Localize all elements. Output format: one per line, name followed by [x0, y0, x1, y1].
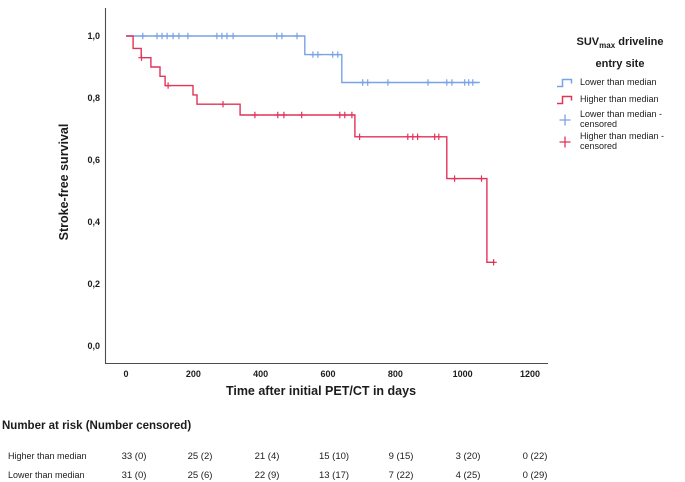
step-glyph [557, 78, 573, 88]
x-tick-label: 200 [186, 369, 201, 379]
risk-cell: 25 (2) [187, 451, 213, 462]
risk-row-label: Lower than median [8, 470, 85, 480]
risk-cell: 0 (22) [522, 451, 548, 462]
legend-item-lower: Lower than median [556, 76, 684, 90]
step-line-icon [556, 76, 580, 90]
risk-cell: 13 (17) [318, 470, 350, 481]
risk-cell: 3 (20) [455, 451, 481, 462]
risk-cell: 7 (22) [388, 470, 414, 481]
y-tick-label: 0,0 [87, 341, 100, 351]
legend-item-label-line2: censored [580, 118, 618, 129]
risk-cell: 0 (29) [522, 470, 548, 481]
x-tick-label: 1000 [453, 369, 473, 379]
x-tick-label: 800 [388, 369, 403, 379]
step-glyph [557, 95, 573, 105]
y-tick-label: 1,0 [87, 31, 100, 41]
risk-cell: 33 (0) [121, 451, 147, 462]
legend-title-subscript: max [599, 41, 616, 51]
risk-table-title: Number at risk (Number censored) [2, 420, 192, 432]
legend-item-lower-censored: Lower than median - censored [556, 109, 684, 129]
legend-item-higher-censored: Higher than median - censored [556, 131, 684, 151]
legend-item-label: Higher than median [580, 94, 659, 105]
legend-item-label: Lower than median [580, 77, 657, 88]
y-axis-title: Stroke-free survival [57, 123, 71, 241]
step-line-icon [556, 93, 580, 107]
risk-cell: 22 (9) [254, 470, 280, 481]
risk-cell: 4 (25) [455, 470, 481, 481]
y-tick-label: 0,4 [87, 217, 100, 227]
survival-curve-higher [126, 35, 495, 263]
legend-item-higher: Higher than median [556, 93, 684, 107]
risk-cell: 9 (15) [388, 451, 414, 462]
risk-cell: 21 (4) [254, 451, 280, 462]
y-tick-label: 0,6 [87, 155, 100, 165]
survival-chart: 0,0 0,2 0,4 0,6 0,8 1,0 0 200 400 600 800 1000 1200 [87, 8, 548, 379]
x-tick-label: 400 [253, 369, 268, 379]
legend: SUVmax driveline entry site Lower than m… [556, 33, 684, 151]
legend-title: SUVmax driveline entry site [556, 33, 684, 73]
survival-curve-lower [126, 35, 480, 84]
risk-row-lower: Lower than median 31 (0) 25 (6) 22 (9) 13 (1… [0, 470, 685, 482]
legend-title-line2: entry site [595, 58, 645, 71]
y-tick-label: 0,2 [87, 279, 100, 289]
number-at-risk-table: Number at risk (Number censored) Higher … [0, 418, 685, 482]
censor-marks-higher [138, 54, 497, 266]
risk-cell: 31 (0) [121, 470, 147, 481]
plus-censored-icon [556, 113, 580, 127]
legend-item-label-line2: censored [580, 140, 618, 151]
axes-frame [104, 8, 548, 365]
legend-item-label: Higher than median - [580, 131, 665, 142]
censor-marks-lower [139, 32, 476, 86]
x-tick-label: 1200 [520, 369, 540, 379]
legend-title-rest: driveline [615, 36, 664, 48]
plus-glyph [559, 136, 571, 148]
risk-cell: 25 (6) [187, 470, 213, 481]
legend-item-label: Lower than median - [580, 109, 663, 120]
x-tick-label: 600 [320, 369, 335, 379]
risk-row-label: Higher than median [8, 451, 87, 461]
risk-row-higher: Higher than median 33 (0) 25 (2) 21 (4) 15 (… [0, 451, 685, 463]
y-tick-label: 0,8 [87, 93, 100, 103]
x-axis-title: Time after initial PET/CT in days [225, 384, 417, 398]
plus-censored-icon [556, 135, 580, 149]
x-tick-label: 0 [123, 369, 128, 379]
risk-cell: 15 (10) [318, 451, 350, 462]
plus-glyph [559, 114, 571, 126]
legend-items: Lower than median Higher than median Lower… [556, 76, 684, 151]
legend-title-main: SUV [576, 36, 600, 48]
